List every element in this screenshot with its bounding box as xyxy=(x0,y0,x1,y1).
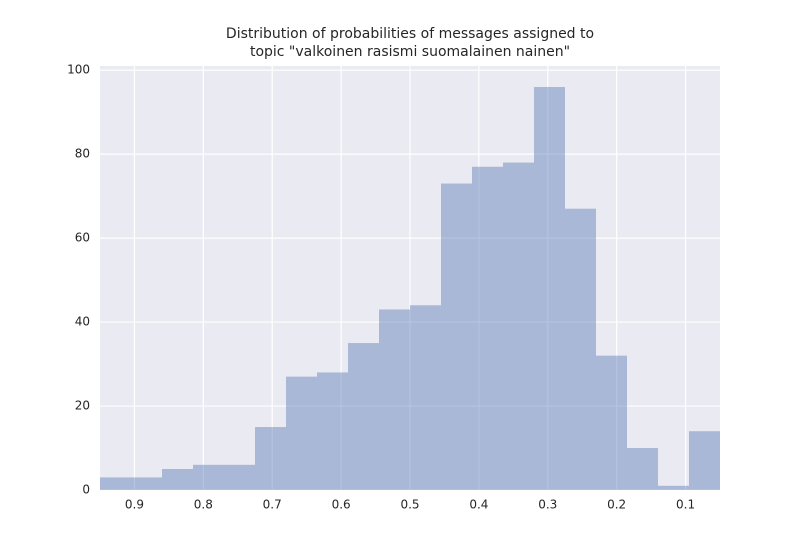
bar xyxy=(534,86,565,490)
chart-title: topic "valkoinen rasismi suomalainen nai… xyxy=(250,44,570,60)
y-tick-label: 0 xyxy=(82,483,90,497)
bar xyxy=(193,464,224,490)
bar xyxy=(441,183,472,490)
bar xyxy=(410,305,441,490)
bar xyxy=(162,469,193,490)
y-tick-label: 60 xyxy=(75,231,90,245)
bar xyxy=(596,355,627,490)
y-tick-label: 100 xyxy=(67,63,90,77)
bar xyxy=(658,485,689,490)
x-tick-label: 0.3 xyxy=(538,498,557,512)
y-tick-label: 40 xyxy=(75,315,90,329)
bar xyxy=(100,477,131,490)
chart-title: Distribution of probabilities of message… xyxy=(226,26,594,42)
bar xyxy=(565,208,596,490)
bar xyxy=(503,162,534,491)
x-tick-label: 0.9 xyxy=(125,498,144,512)
x-tick-label: 0.6 xyxy=(332,498,351,512)
bar xyxy=(224,464,255,490)
x-tick-label: 0.8 xyxy=(194,498,213,512)
bar xyxy=(317,372,348,490)
y-tick-label: 20 xyxy=(75,399,90,413)
bar xyxy=(255,427,286,490)
x-tick-label: 0.2 xyxy=(607,498,626,512)
bar xyxy=(627,448,658,490)
x-tick-label: 0.7 xyxy=(263,498,282,512)
y-tick-label: 80 xyxy=(75,147,90,161)
bar xyxy=(348,343,379,490)
x-tick-label: 0.4 xyxy=(469,498,488,512)
bar xyxy=(472,166,503,490)
x-tick-label: 0.1 xyxy=(676,498,695,512)
bar xyxy=(379,309,410,490)
bar xyxy=(689,431,720,490)
bar xyxy=(286,376,317,490)
x-tick-label: 0.5 xyxy=(400,498,419,512)
bar xyxy=(131,477,162,490)
